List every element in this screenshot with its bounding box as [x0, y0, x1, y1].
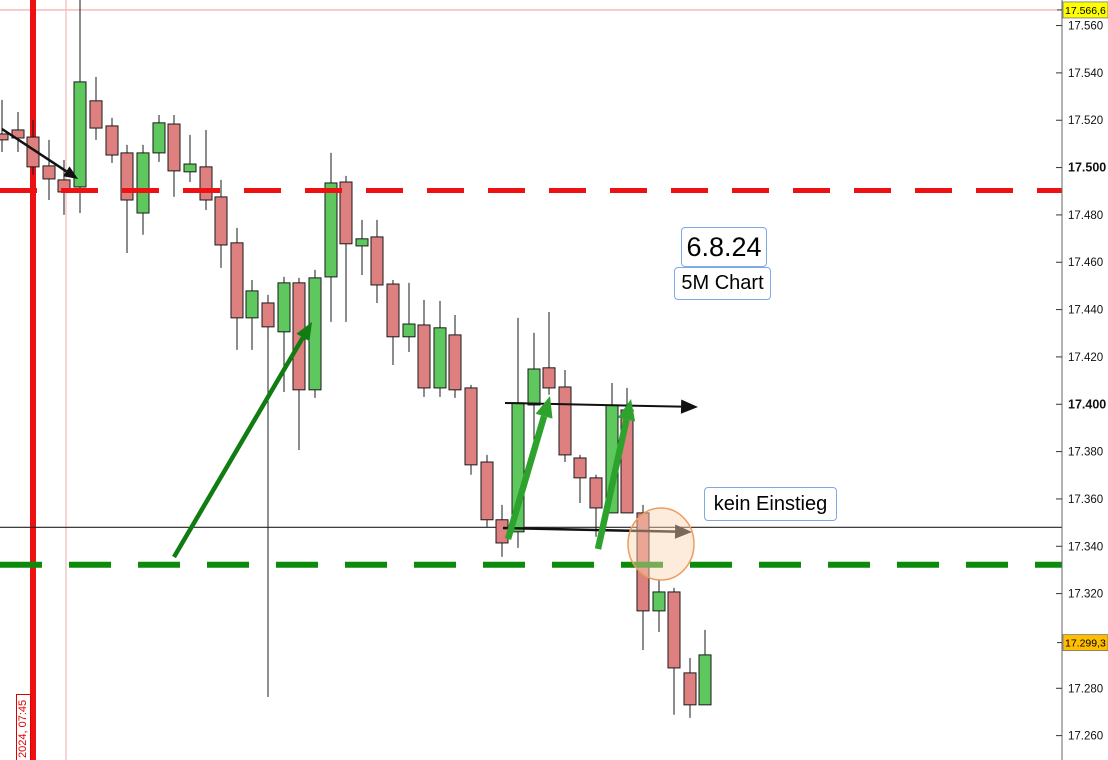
date-label-box[interactable]: 6.8.24 — [681, 227, 767, 267]
axis-tick-label: 17.320 — [1068, 589, 1103, 601]
green-arrow-3 — [594, 418, 630, 550]
black-arrow-2 — [504, 402, 682, 408]
candle-up — [73, 81, 87, 188]
candle-down — [11, 129, 25, 139]
candle-down — [339, 181, 353, 245]
axis-tick-label: 17.560 — [1068, 21, 1103, 33]
candle-down — [448, 334, 462, 391]
candle-up — [277, 282, 291, 333]
candle-up — [183, 163, 197, 173]
axis-tick-label: 17.500 — [1068, 161, 1106, 175]
candle-down — [370, 236, 384, 286]
timeframe-label-text: 5M Chart — [681, 272, 764, 294]
green-arrow-1-head — [296, 322, 312, 342]
high-price-marker-text: 17.566,6 — [1065, 5, 1106, 17]
candle-up — [652, 591, 666, 612]
axis-tick-label: 17.480 — [1068, 210, 1103, 222]
axis-tick-label: 17.380 — [1068, 447, 1103, 459]
current-price-marker-text: 17.299,3 — [1065, 638, 1106, 650]
black-arrow-3-head — [674, 524, 692, 539]
black-arrow-1-head — [63, 166, 78, 179]
axis-tick-label: 17.400 — [1068, 397, 1106, 411]
candle-up — [433, 327, 447, 389]
no-entry-label-text: kein Einstieg — [713, 492, 828, 515]
highlight-circle — [627, 507, 695, 581]
candle-down — [464, 387, 478, 466]
candle-up — [527, 368, 541, 406]
candle-up — [698, 654, 712, 706]
candle-up — [324, 182, 338, 278]
current-price-marker — [1062, 634, 1108, 652]
axis-tick-label: 17.340 — [1068, 541, 1103, 553]
black-arrow-2-head — [680, 399, 698, 414]
candle-up — [308, 277, 322, 391]
green-arrow-2 — [504, 415, 548, 540]
high-price-marker — [1062, 1, 1108, 19]
green-arrow-1 — [172, 336, 305, 559]
axis-tick-label: 17.520 — [1068, 115, 1103, 127]
candle-down — [261, 302, 275, 328]
candle-down — [42, 165, 56, 180]
candle-down — [495, 519, 509, 544]
candle-down — [105, 125, 119, 156]
axis-tick-label: 17.260 — [1068, 731, 1103, 743]
candle-down — [542, 367, 556, 389]
candle-up — [402, 323, 416, 338]
candle-down — [89, 100, 103, 129]
candle-down — [199, 166, 213, 201]
candle-up — [152, 122, 166, 154]
axis-tick-label: 17.540 — [1068, 68, 1103, 80]
candle-down — [230, 242, 244, 319]
axis-tick-label: 17.420 — [1068, 352, 1103, 364]
green-arrow-3-head — [617, 399, 636, 422]
date-label-text: 6.8.24 — [686, 231, 762, 262]
candle-down — [214, 196, 228, 246]
no-entry-label-box[interactable]: kein Einstieg — [704, 487, 837, 521]
axis-tick-label: 17.360 — [1068, 494, 1103, 506]
candle-down — [558, 386, 572, 456]
axis-tick-label: 17.460 — [1068, 257, 1103, 269]
axis-background — [1063, 0, 1108, 760]
candle-up — [136, 152, 150, 214]
candle-down — [167, 123, 181, 172]
candle-down — [573, 457, 587, 479]
candle-down — [480, 461, 494, 521]
candle-down — [0, 133, 9, 141]
candle-up — [355, 238, 369, 247]
timeframe-label-box[interactable]: 5M Chart — [674, 267, 771, 300]
candle-down — [667, 591, 681, 669]
candle-up — [245, 290, 259, 319]
axis-tick-label: 17.440 — [1068, 305, 1103, 317]
time-marker-label[interactable]: 2024, 07:45 — [16, 694, 31, 760]
green-arrow-2-head — [535, 396, 553, 419]
axis-tick-label: 17.280 — [1068, 683, 1103, 695]
candle-down — [683, 672, 697, 706]
candle-down — [417, 324, 431, 389]
black-arrow-1 — [1, 127, 67, 173]
candle-down — [386, 283, 400, 338]
black-arrow-3 — [502, 526, 676, 533]
candle-down — [589, 477, 603, 509]
